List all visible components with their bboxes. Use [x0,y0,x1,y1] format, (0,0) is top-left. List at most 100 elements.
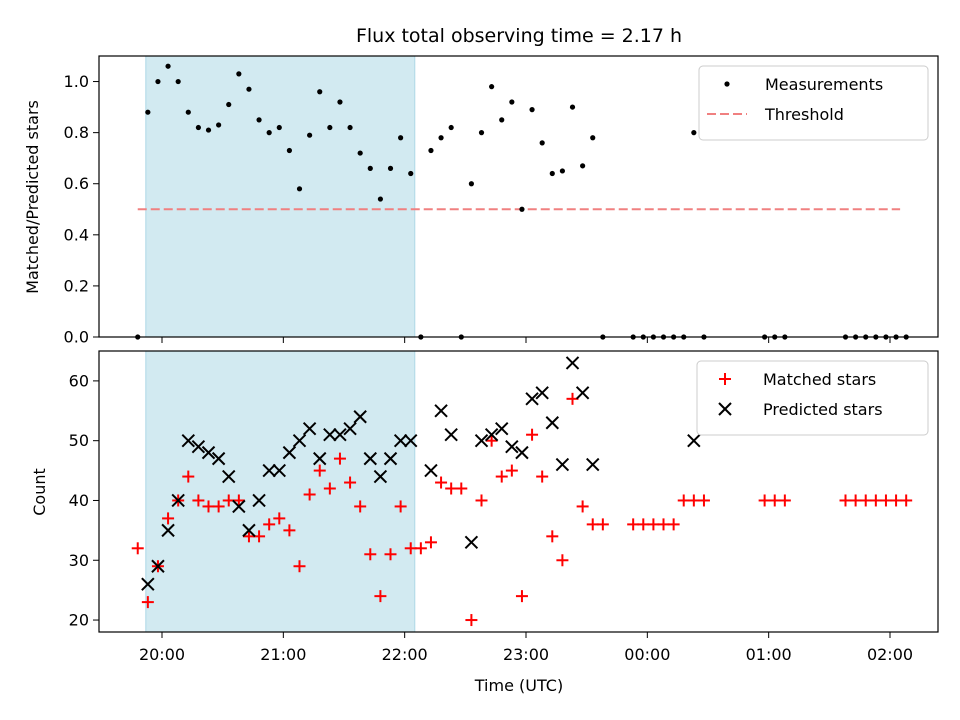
data-point [242,530,255,543]
y-tick-label: 60 [69,371,89,390]
data-point [565,356,580,370]
data-point [181,433,195,448]
data-point [373,469,388,484]
data-point [478,130,485,136]
y-tick-label: 0.4 [64,225,89,244]
data-point [414,542,427,555]
data-point [364,548,377,561]
data-point [677,494,690,507]
highlight-span [145,55,416,338]
data-point [495,422,509,436]
data-point [195,124,201,131]
data-point [596,518,609,531]
data-point [161,523,175,538]
data-point [444,427,458,442]
data-point [347,124,353,131]
data-point [185,109,191,115]
data-point [155,78,161,85]
data-point [590,135,596,141]
data-point [175,78,181,85]
x-tick-label: 00:00 [624,645,670,664]
x-axis-label: Time (UTC) [474,676,563,695]
data-point [455,482,468,495]
x-tick-label: 20:00 [139,645,185,664]
data-point [879,494,892,507]
data-point [535,386,549,400]
data-point [529,107,535,113]
data-point [569,104,576,110]
data-point [357,150,363,156]
data-point [151,559,165,573]
data-point [890,494,903,507]
data-point [519,206,525,212]
data-point [202,500,215,513]
data-point [327,124,333,131]
data-point [323,427,337,442]
data-point [505,464,518,477]
data-point [263,518,276,531]
data-point [448,124,454,131]
data-point [302,422,317,436]
data-point [465,614,478,627]
data-point [283,524,296,537]
data-point [667,518,680,531]
data-point [555,457,570,472]
data-point [545,416,559,430]
y-tick-label: 0.0 [64,328,89,347]
data-point [182,470,195,483]
y-tick-label: 40 [69,491,89,510]
data-point [468,181,474,187]
data-point [191,439,206,454]
data-point [145,109,151,115]
data-point [273,512,286,525]
data-point [363,451,377,466]
legend: Matched stars Predicted stars [696,360,929,436]
data-point [489,84,495,90]
y-axis-label-top: Matched/Predicted stars [23,100,42,294]
data-point [212,500,225,513]
y-tick-label: 0.6 [64,174,89,193]
legend-marker [719,373,731,385]
data-point [165,63,171,69]
data-point [687,433,701,448]
data-point [900,494,913,507]
data-point [575,386,590,400]
data-point [475,494,488,507]
x-tick-label: 23:00 [503,645,549,664]
data-point [424,536,437,549]
data-point [307,132,313,138]
data-point [141,577,155,591]
data-point [438,135,444,141]
data-point [374,590,387,603]
data-point [778,494,791,507]
data-point [515,590,528,603]
data-point [292,433,307,448]
data-point [252,493,266,508]
data-point [515,445,529,460]
legend-label: Matched stars [763,370,876,389]
data-point [499,117,505,123]
data-point [691,130,697,136]
data-point [484,427,499,442]
highlight-span [145,350,416,633]
data-point [509,99,515,105]
data-point [354,500,367,513]
data-point [313,464,326,477]
legend-label: Predicted stars [763,400,883,419]
data-point [687,494,700,507]
data-point [222,494,235,507]
data-point [559,168,566,174]
legend: Measurements Threshold [698,65,929,141]
data-point [141,596,154,609]
data-point [317,89,323,95]
x-tick-label: 02:00 [867,645,913,664]
data-point [282,445,297,460]
data-point [398,135,404,141]
data-point [276,124,282,131]
data-point [216,122,222,128]
data-point [404,433,418,448]
data-point [485,434,498,447]
data-point [657,518,670,531]
data-point [286,147,292,154]
